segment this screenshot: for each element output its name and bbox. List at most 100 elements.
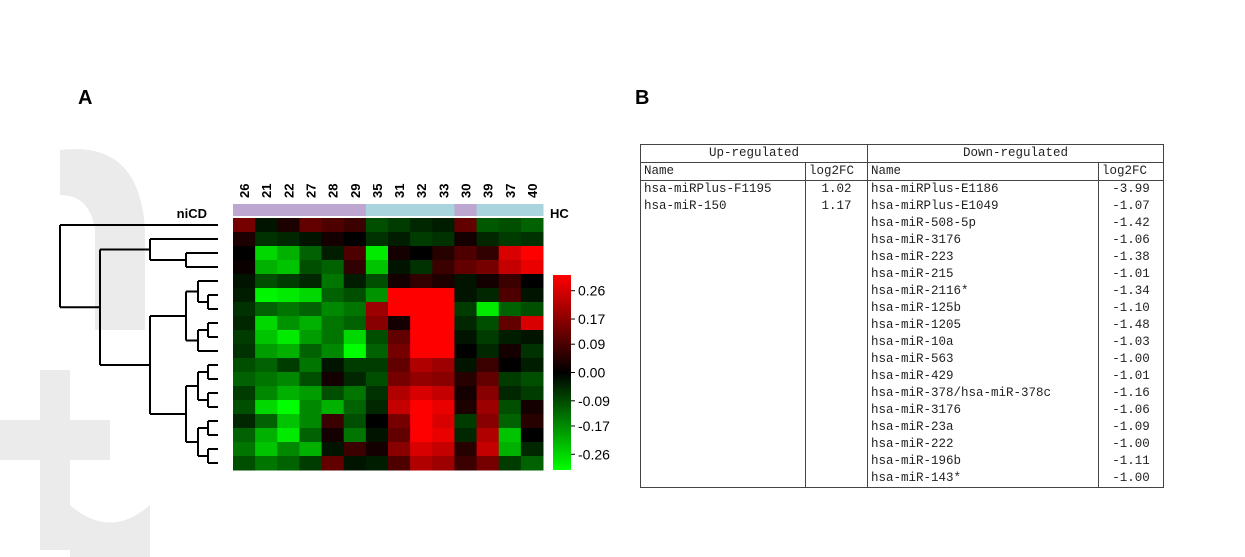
- table-cell: 1.02: [805, 180, 868, 198]
- heatmap-cell: [476, 288, 500, 303]
- heatmap-cell: [388, 372, 411, 387]
- heatmap-cell: [343, 302, 367, 317]
- colorbar-tick-label: 0.26: [578, 283, 605, 299]
- heatmap-cell: [388, 456, 411, 471]
- heatmap-cell: [365, 232, 389, 247]
- heatmap-cell: [388, 274, 411, 289]
- table-cell: [805, 351, 868, 368]
- heatmap-cell: [454, 246, 478, 261]
- heatmap-cell: [365, 260, 389, 275]
- heatmap-cell: [255, 316, 278, 331]
- heatmap-cell: [520, 442, 544, 457]
- heatmap-cell: [343, 288, 367, 303]
- heatmap-cell: [277, 218, 300, 233]
- heatmap-cell: [255, 372, 278, 387]
- heatmap-cell: [476, 358, 500, 373]
- heatmap-cell: [476, 442, 500, 457]
- table-row: hsa-miR-125b -1.10: [640, 300, 1164, 317]
- heatmap-cell: [233, 218, 256, 233]
- table-cell: hsa-miR-3176: [867, 232, 1099, 249]
- group-bar: [520, 204, 544, 216]
- group-label: niCD: [177, 206, 207, 221]
- dendrogram: [59, 224, 218, 464]
- heatmap-cell: [277, 428, 300, 443]
- column-label: 33: [436, 184, 451, 198]
- heatmap-cell: [321, 400, 345, 415]
- table-row: hsa-miR-2116* -1.34: [640, 283, 1164, 300]
- heatmap-cell: [277, 358, 300, 373]
- heatmap-cell: [432, 414, 455, 429]
- heatmap-cell: [277, 316, 300, 331]
- table-cell: [805, 402, 868, 419]
- heatmap-cell: [299, 288, 323, 303]
- heatmap-cell: [454, 274, 478, 289]
- heatmap-cell: [388, 218, 411, 233]
- heatmap-cell: [321, 414, 345, 429]
- table-cell: hsa-miR-222: [867, 436, 1099, 453]
- heatmap-cell: [277, 274, 300, 289]
- heatmap-cell: [498, 274, 522, 289]
- heatmap-cell: [233, 428, 256, 443]
- heatmap-cell: [343, 400, 367, 415]
- heatmap-cell: [498, 330, 522, 345]
- heatmap-cell: [498, 428, 522, 443]
- heatmap-cell: [476, 386, 500, 401]
- heatmap-cell: [454, 218, 478, 233]
- colorbar-tick-label: 0.17: [578, 311, 605, 327]
- heatmap-cell: [277, 260, 300, 275]
- table-cell: hsa-miR-429: [867, 368, 1099, 385]
- heatmap-cell: [498, 414, 522, 429]
- heatmap-cell: [388, 442, 411, 457]
- heatmap-cell: [277, 414, 300, 429]
- heatmap-cell: [410, 372, 433, 387]
- column-label: 37: [503, 184, 518, 198]
- table-cell: -1.16: [1098, 385, 1164, 402]
- table-cell: -1.00: [1098, 436, 1164, 453]
- heatmap-cell: [454, 316, 478, 331]
- table-cell: [805, 453, 868, 470]
- heatmap-cell: [365, 386, 389, 401]
- heatmap-cell: [520, 372, 544, 387]
- heatmap-cell: [233, 246, 256, 261]
- table-cell: [640, 215, 806, 232]
- heatmap-cell: [520, 344, 544, 359]
- heatmap-cell: [299, 330, 323, 345]
- heatmap-cell: [454, 260, 478, 275]
- heatmap-cell: [343, 428, 367, 443]
- column-label: 21: [259, 184, 274, 198]
- table-cell: [805, 215, 868, 232]
- table-cell: [805, 436, 868, 453]
- table-cell: [805, 232, 868, 249]
- column-label: 27: [304, 184, 319, 198]
- table-cell: [640, 351, 806, 368]
- heatmap-cell: [365, 302, 389, 317]
- table-row: hsa-miR-563 -1.00: [640, 351, 1164, 368]
- heatmap-cell: [454, 442, 478, 457]
- heatmap-cell: [365, 428, 389, 443]
- heatmap-cell: [255, 442, 278, 457]
- table-cell: [805, 334, 868, 351]
- heatmap-cell: [233, 442, 256, 457]
- table-cell: hsa-miR-378/hsa-miR-378c: [867, 385, 1099, 402]
- heatmap-cell: [410, 218, 433, 233]
- heatmap-cell: [255, 400, 278, 415]
- table-cell: hsa-miR-125b: [867, 300, 1099, 317]
- heatmap-cell: [365, 400, 389, 415]
- heatmap-cell: [299, 386, 323, 401]
- heatmap-cell: [233, 316, 256, 331]
- heatmap-cell: [277, 442, 300, 457]
- heatmap-cell: [343, 246, 367, 261]
- heatmap-cell: [454, 302, 478, 317]
- table-cell: Name: [867, 162, 1099, 181]
- table-cell: [640, 249, 806, 266]
- heatmap-cell: [432, 288, 455, 303]
- colorbar-tick-label: 0.09: [578, 336, 605, 352]
- table-cell: [805, 368, 868, 385]
- heatmap-cell: [410, 316, 433, 331]
- heatmap-cell: [321, 386, 345, 401]
- group-bar: [432, 204, 455, 216]
- table-cell: -1.00: [1098, 351, 1164, 368]
- heatmap-cell: [410, 274, 433, 289]
- table-cell: hsa-miR-2116*: [867, 283, 1099, 300]
